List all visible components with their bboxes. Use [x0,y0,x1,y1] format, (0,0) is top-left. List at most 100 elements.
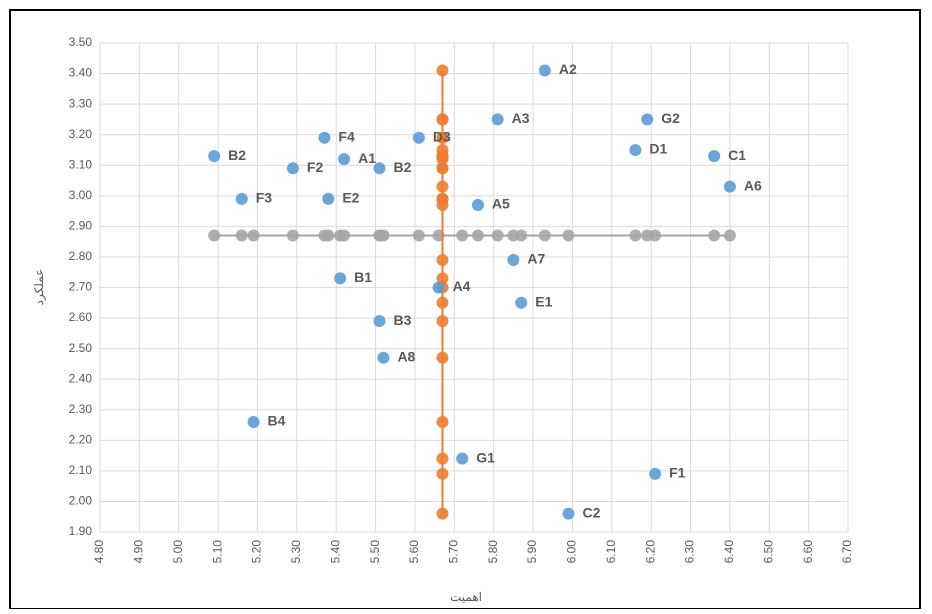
y-tick-label: 2.40 [69,371,93,385]
x-tick-label: 5.10 [210,540,224,564]
point [562,230,574,242]
point [377,230,389,242]
point [338,230,350,242]
point [248,230,260,242]
point-label: G2 [661,110,680,126]
point-label: D1 [649,141,667,157]
point-label: A1 [358,150,376,166]
point [649,230,661,242]
point [437,113,449,125]
point-label: F4 [338,128,355,144]
x-tick-label: 5.00 [171,540,185,564]
x-tick-label: 6.50 [761,540,775,564]
point [708,230,720,242]
point [437,297,449,309]
y-tick-label: 2.60 [69,310,93,324]
point-label: B3 [394,312,412,328]
point-label: F1 [669,465,686,481]
point-label: A8 [397,348,415,364]
y-tick-label: 2.90 [69,219,93,233]
point-label: A4 [453,278,471,294]
point-label: E1 [535,293,552,309]
point [515,297,527,309]
point [437,453,449,465]
point [318,132,330,144]
point-label: B1 [354,269,372,285]
y-tick-label: 1.90 [69,524,93,538]
point [208,150,220,162]
x-tick-label: 4.80 [92,540,106,564]
point [322,230,334,242]
point [629,230,641,242]
point [539,65,551,77]
x-tick-label: 6.70 [840,540,854,564]
x-axis-title: اهمیت [450,590,482,604]
point-label: C1 [728,147,746,163]
point [248,416,260,428]
point [507,254,519,266]
y-tick-label: 3.50 [69,35,93,49]
point-label: F2 [307,159,324,175]
y-tick-label: 3.10 [69,157,93,171]
point [322,193,334,205]
point [629,144,641,156]
point [287,162,299,174]
point [724,230,736,242]
x-tick-label: 5.50 [368,540,382,564]
point-label: A6 [744,177,762,193]
point [433,282,445,294]
y-tick-label: 3.00 [69,188,93,202]
y-tick-label: 2.70 [69,280,93,294]
point [492,113,504,125]
point [437,181,449,193]
point-label: A5 [492,196,510,212]
y-tick-label: 3.20 [69,127,93,141]
point [492,230,504,242]
x-tick-label: 6.00 [565,540,579,564]
point [413,132,425,144]
y-tick-label: 2.80 [69,249,93,263]
x-tick-label: 6.20 [643,540,657,564]
x-tick-label: 4.90 [132,540,146,564]
point [562,508,574,520]
point [641,113,653,125]
point [374,162,386,174]
y-tick-label: 3.40 [69,66,93,80]
point [437,65,449,77]
chart: اهمیت عملکرد 1.902.002.102.202.302.402.5… [0,0,932,609]
point [437,315,449,327]
point-label: D3 [433,128,451,144]
point [437,254,449,266]
point [437,352,449,364]
y-tick-label: 2.30 [69,402,93,416]
point-label: B2 [394,159,412,175]
point [724,181,736,193]
point [437,508,449,520]
point-label: F3 [256,190,273,206]
x-tick-label: 5.70 [446,540,460,564]
chart-frame [10,10,920,609]
point [437,468,449,480]
point [456,453,468,465]
y-tick-label: 2.10 [69,463,93,477]
point [708,150,720,162]
x-tick-label: 5.40 [328,540,342,564]
x-tick-label: 5.60 [407,540,421,564]
y-axis-title: عملکرد [32,269,46,306]
point-label: B4 [268,413,286,429]
point [472,230,484,242]
point [338,153,350,165]
x-tick-label: 5.80 [486,540,500,564]
x-tick-label: 5.20 [250,540,264,564]
x-tick-label: 6.60 [801,540,815,564]
point-label: A3 [512,110,530,126]
point [236,193,248,205]
point [539,230,551,242]
point [437,144,449,156]
point-label: E2 [342,190,359,206]
point [287,230,299,242]
point [472,199,484,211]
point [649,468,661,480]
point-label: C2 [582,504,600,520]
point [377,352,389,364]
